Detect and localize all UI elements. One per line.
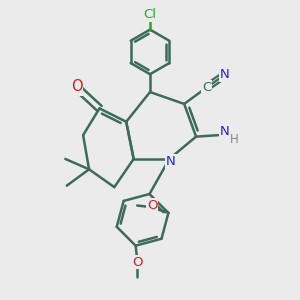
Text: H: H [230,133,239,146]
Text: Cl: Cl [143,8,157,21]
Text: O: O [147,199,157,212]
Text: N: N [166,155,176,168]
Text: C: C [202,81,211,94]
Text: N: N [219,125,229,138]
Text: N: N [219,68,229,81]
Text: O: O [132,256,142,268]
Text: O: O [71,80,82,94]
